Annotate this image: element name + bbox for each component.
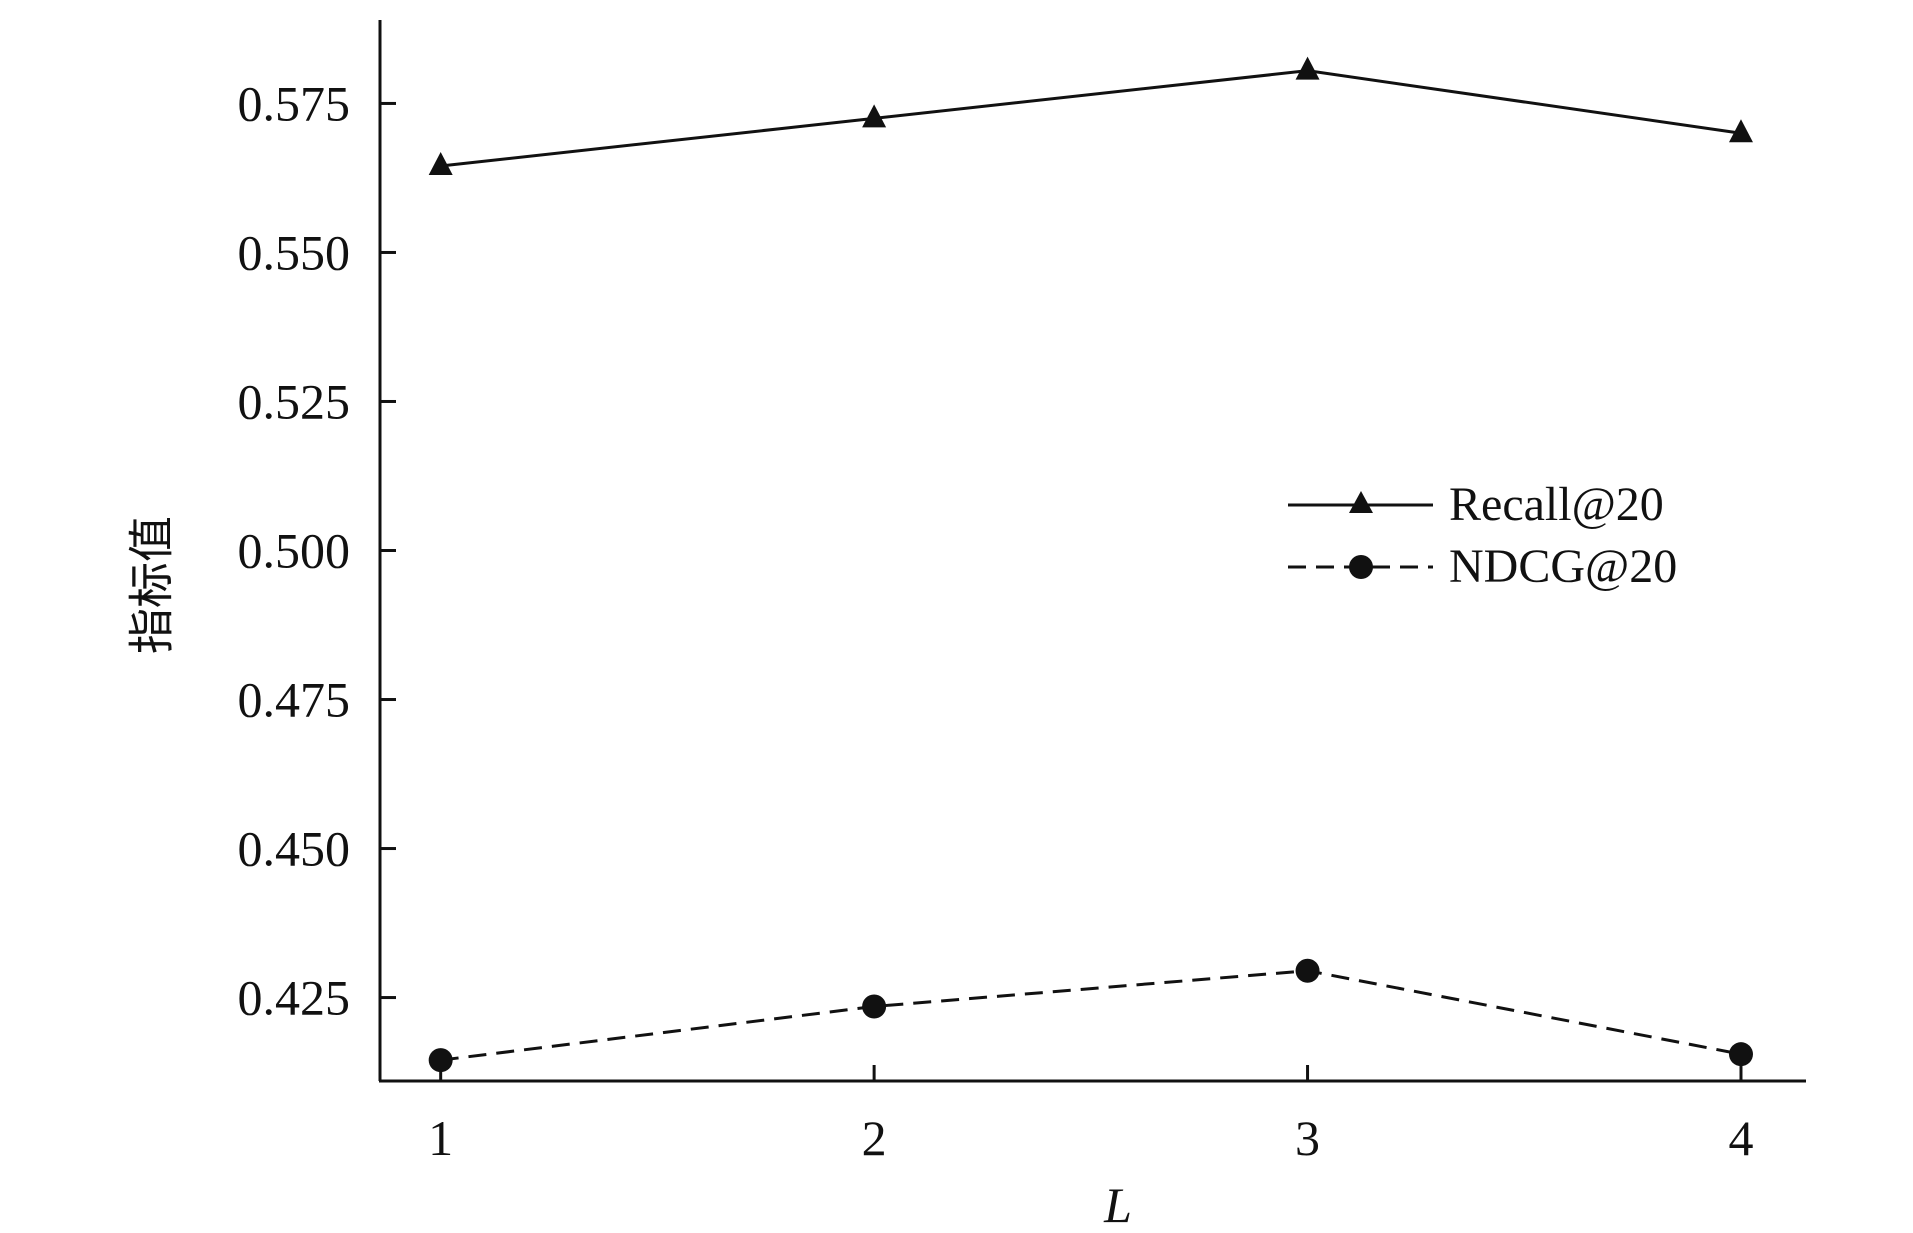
series-line-ndcg-20 (440, 969, 1742, 1062)
y-axis-ticks: 0.425 0.450 0.475 0.500 0.525 0.550 0.575 (238, 75, 396, 1026)
y-tick-label: 0.425 (238, 970, 351, 1026)
data-point-ndcg-20 (428, 1048, 453, 1073)
x-axis-ticks: 1 2 3 4 (428, 1065, 1753, 1166)
legend-label-ndcg: NDCG@20 (1449, 540, 1677, 593)
x-tick-label: 3 (1295, 1110, 1320, 1166)
data-point-ndcg-20 (1728, 1042, 1753, 1067)
y-tick-label: 0.500 (238, 523, 351, 579)
data-point-recall-20 (862, 104, 887, 128)
legend-marker-recall (1349, 491, 1373, 513)
legend-label-recall: Recall@20 (1449, 478, 1664, 531)
legend-entry-recall: Recall@20 (1288, 478, 1664, 531)
y-tick-label: 0.475 (238, 672, 351, 728)
y-tick-label: 0.525 (238, 373, 351, 429)
x-tick-label: 2 (862, 1110, 887, 1166)
data-point-ndcg-20 (862, 994, 887, 1019)
y-tick-label: 0.450 (238, 821, 351, 877)
y-tick-label: 0.550 (238, 224, 351, 280)
data-point-recall-20 (1295, 56, 1320, 80)
legend-entry-ndcg: NDCG@20 (1288, 540, 1677, 593)
legend: Recall@20 NDCG@20 (1288, 478, 1677, 593)
x-tick-label: 1 (428, 1110, 453, 1166)
data-point-recall-20 (1728, 119, 1753, 143)
legend-marker-ndcg (1349, 555, 1373, 579)
data-point-ndcg-20 (1295, 958, 1320, 983)
x-tick-label: 4 (1728, 1110, 1753, 1166)
y-axis-label: 指标值 (125, 516, 179, 654)
series-layer (428, 56, 1753, 1073)
series-line-recall-20 (440, 69, 1742, 168)
y-tick-label: 0.575 (238, 75, 351, 131)
data-point-recall-20 (428, 152, 453, 176)
x-axis-label: L (1103, 1177, 1132, 1228)
